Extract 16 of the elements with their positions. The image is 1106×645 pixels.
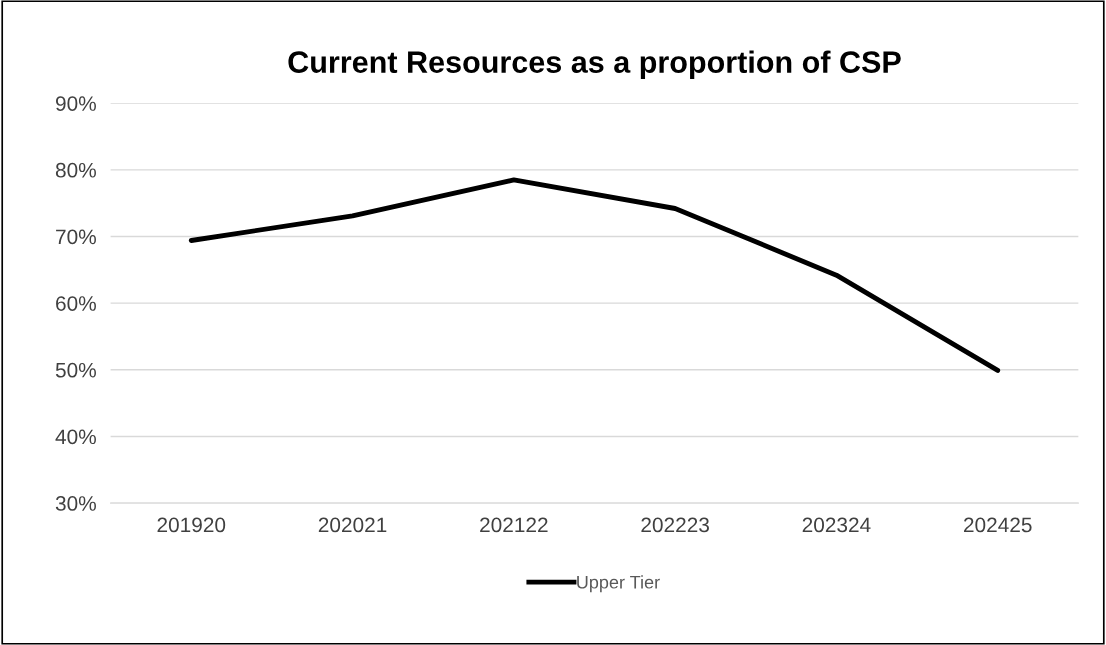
chart-title: Current Resources as a proportion of CSP [288, 50, 901, 79]
y-tick-label: 40% [55, 429, 96, 445]
y-tick-label: 50% [55, 362, 96, 378]
y-tick-label: 70% [56, 229, 96, 245]
x-tick-label: 202122 [480, 517, 548, 533]
y-tick-label: 30% [55, 496, 96, 511]
y-tick-label: 80% [55, 162, 96, 178]
x-tick-label: 202223 [641, 517, 709, 533]
x-tick-label: 202425 [964, 517, 1032, 533]
x-tick-label: 201920 [157, 517, 226, 533]
y-tick-label: 90% [55, 96, 96, 111]
x-tick-label: 202324 [802, 517, 871, 533]
x-tick-label: 202021 [318, 517, 387, 533]
line-series [188, 177, 1001, 373]
y-tick-label: 60% [56, 296, 96, 311]
legend-label: Upper Tier [577, 575, 660, 593]
